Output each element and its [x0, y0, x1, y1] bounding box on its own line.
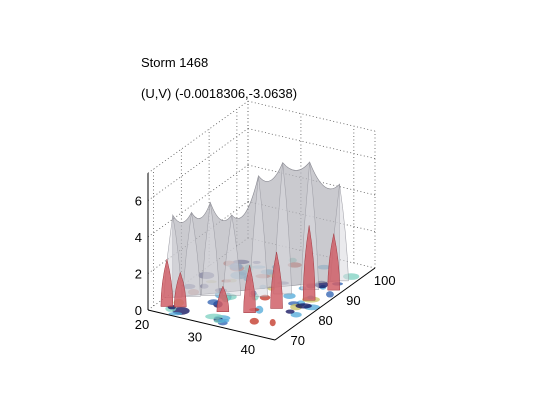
chart-title: Storm 1468 [141, 55, 208, 70]
x-tick-mark [252, 335, 254, 339]
grey-peak [222, 214, 241, 296]
y-tick-label: 90 [346, 293, 360, 308]
y-tick-mark [281, 336, 286, 338]
red-core [160, 258, 174, 307]
floor-patch [285, 309, 295, 314]
z-tick-label: 4 [135, 230, 142, 245]
gridline-top-left [147, 100, 249, 174]
floor-patch [249, 317, 259, 325]
z-axis-ticks: 0 2 4 6 [135, 194, 142, 319]
x-tick-mark [146, 310, 148, 314]
floor-patch [217, 318, 230, 323]
grey-peak [182, 212, 201, 297]
floor-patch [269, 318, 276, 327]
axes-lines [147, 173, 376, 341]
gridline-z-left [147, 128, 249, 201]
chart-subtitle: (U,V) (-0.0018306,-3.0638) [141, 86, 297, 101]
floor-patch [205, 313, 223, 320]
gridline-top-back [247, 100, 376, 132]
red-core [216, 285, 230, 312]
x-axis-line [147, 309, 276, 341]
floor-patch [207, 299, 220, 306]
x-tick-label: 30 [188, 330, 202, 345]
y-tick-mark [308, 316, 313, 318]
z-tick-label: 2 [135, 267, 142, 282]
y-tick-mark [364, 276, 369, 278]
plot-box: 0 2 4 6 20 30 40 70 80 90 100 [135, 100, 396, 357]
gridline-z-back [247, 164, 376, 196]
x-tick-label: 20 [135, 317, 149, 332]
y-tick-label: 70 [291, 333, 305, 348]
y-axis-ticks: 70 80 90 100 [281, 273, 396, 348]
y-tick-label: 80 [318, 313, 332, 328]
z-tick-label: 0 [135, 303, 142, 318]
grey-peak [249, 175, 268, 297]
floor-patch [168, 312, 183, 316]
y-tick-label: 100 [374, 273, 396, 288]
x-tick-mark [199, 323, 201, 327]
x-tick-label: 40 [241, 342, 255, 357]
x-axis-ticks: 20 30 40 [135, 310, 255, 357]
y-tick-mark [336, 296, 341, 298]
y-axis-line [274, 267, 376, 341]
red-core [270, 251, 283, 309]
red-core [174, 271, 187, 308]
red-core [243, 265, 256, 313]
gridline-z-back [247, 128, 376, 159]
floor-patch [290, 311, 302, 318]
z-tick-label: 6 [135, 194, 142, 209]
red-core [302, 225, 316, 301]
floor-patch [326, 291, 334, 298]
floor-patch [295, 303, 312, 309]
red-core [327, 233, 340, 291]
grey-peak [201, 202, 220, 296]
red-isosurface [160, 225, 340, 313]
floor-patch [283, 292, 296, 299]
grey-isosurface [163, 161, 349, 298]
